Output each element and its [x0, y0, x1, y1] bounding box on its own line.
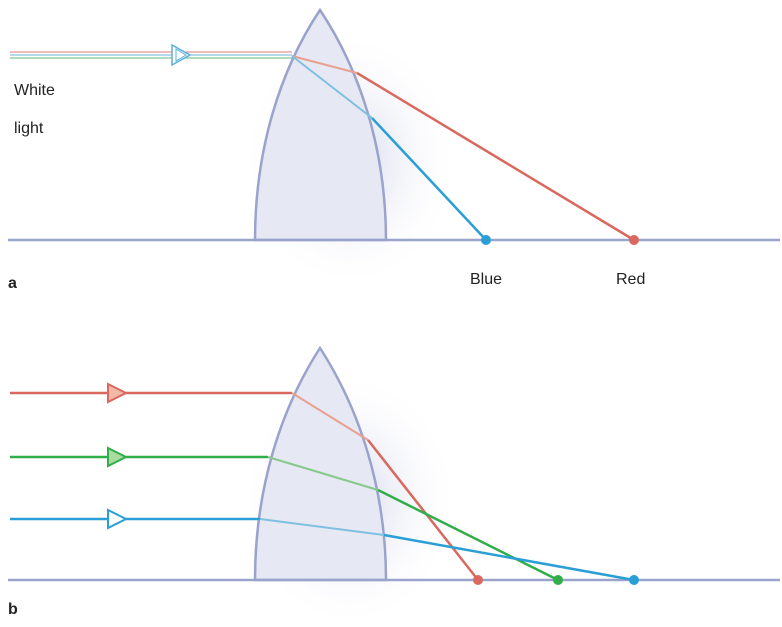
label-white: White [14, 82, 55, 99]
arrow [108, 510, 126, 528]
focus-blue [481, 235, 491, 245]
arrow [108, 448, 126, 466]
label-red: Red [616, 271, 645, 288]
arrow [108, 384, 126, 402]
label-blue: Blue [470, 271, 502, 288]
focus-green [553, 575, 563, 585]
panel-label: a [8, 275, 17, 292]
focus-blue [629, 575, 639, 585]
diagram: White light Blue Red a b [0, 0, 782, 622]
panel-label: b [8, 601, 18, 618]
focus-red [629, 235, 639, 245]
page: White light Blue Red a b (() => { const … [0, 0, 782, 622]
arrow [172, 45, 190, 65]
label-light: light [14, 120, 44, 137]
focus-red [473, 575, 483, 585]
panel-b: b [8, 348, 780, 622]
panel-a: White light Blue Red a [8, 10, 780, 292]
